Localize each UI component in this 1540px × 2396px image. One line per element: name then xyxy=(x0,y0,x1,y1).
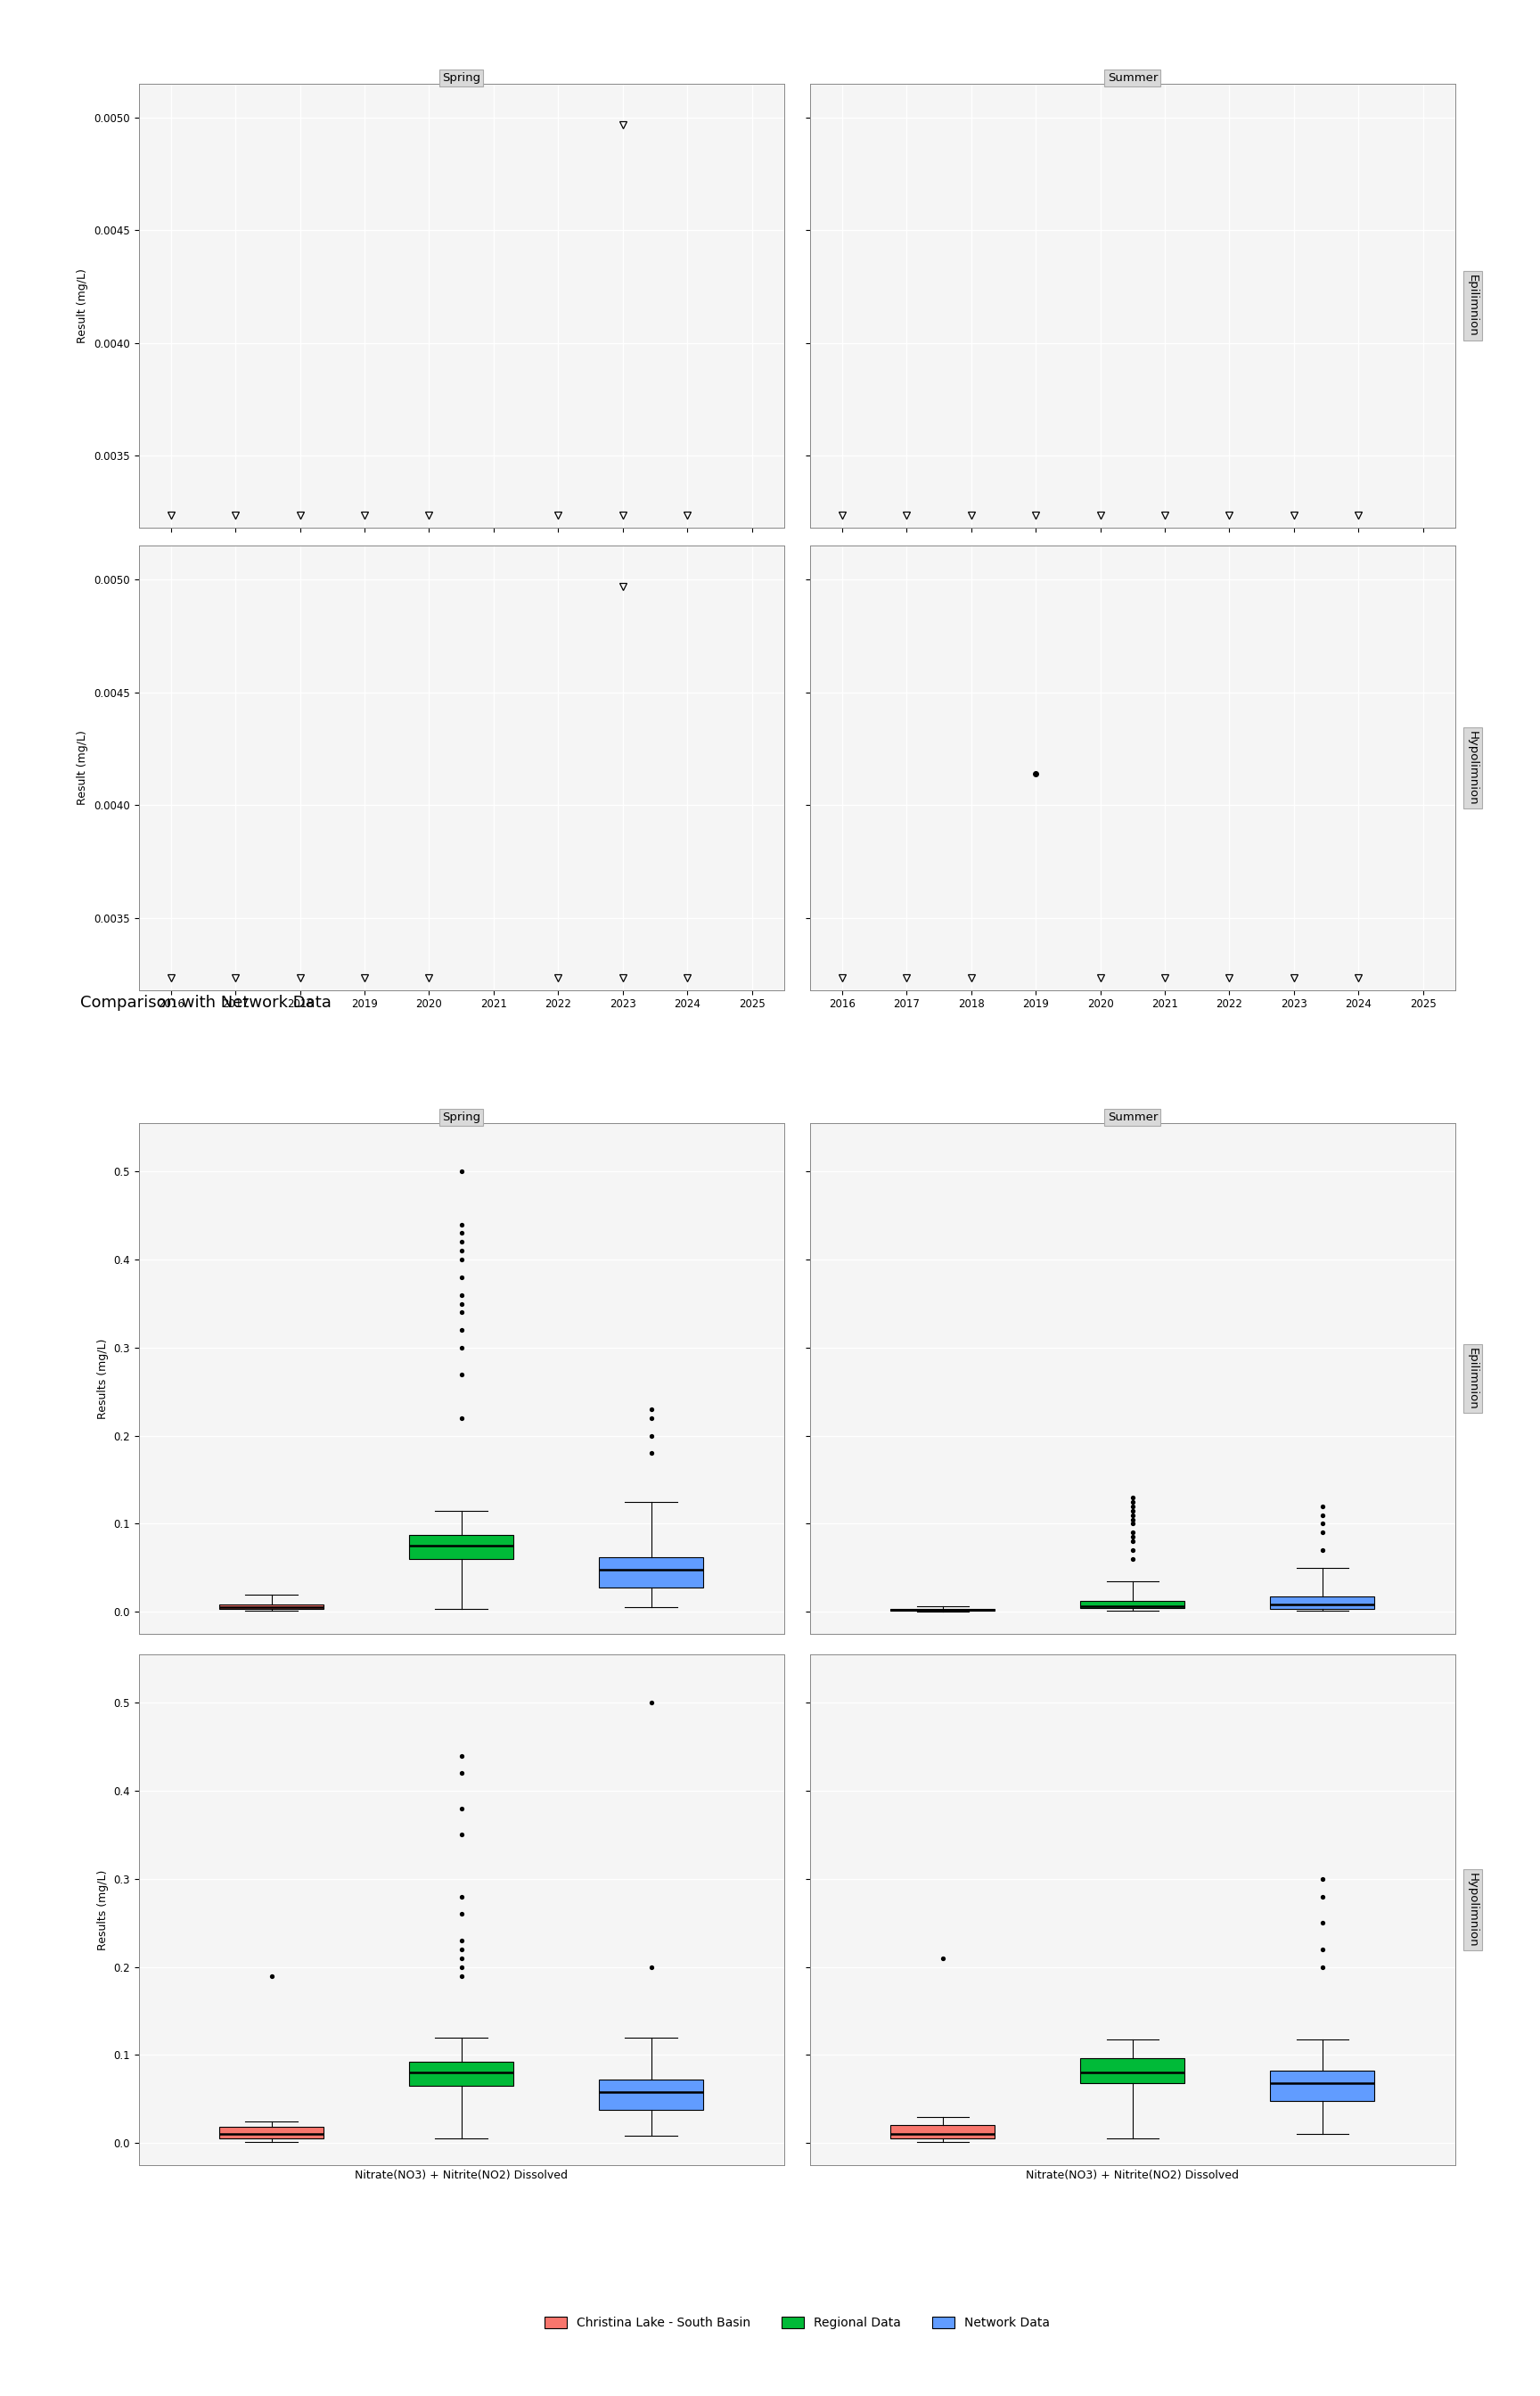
Text: Comparison with Network Data: Comparison with Network Data xyxy=(80,994,331,1011)
Y-axis label: Epilimnion: Epilimnion xyxy=(1466,1347,1478,1409)
Y-axis label: Results (mg/L): Results (mg/L) xyxy=(97,1869,108,1950)
Title: Summer: Summer xyxy=(1107,1112,1158,1124)
PathPatch shape xyxy=(890,2125,995,2140)
Y-axis label: Hypolimnion: Hypolimnion xyxy=(1466,731,1478,805)
Legend: Christina Lake - South Basin, Regional Data, Network Data: Christina Lake - South Basin, Regional D… xyxy=(539,2312,1055,2334)
PathPatch shape xyxy=(1270,2070,1375,2101)
PathPatch shape xyxy=(410,1536,513,1560)
PathPatch shape xyxy=(599,2080,704,2108)
Y-axis label: Result (mg/L): Result (mg/L) xyxy=(77,268,89,343)
Y-axis label: Epilimnion: Epilimnion xyxy=(1466,276,1478,338)
PathPatch shape xyxy=(1081,1601,1184,1608)
Title: Spring: Spring xyxy=(442,72,480,84)
X-axis label: Nitrate(NO3) + Nitrite(NO2) Dissolved: Nitrate(NO3) + Nitrite(NO2) Dissolved xyxy=(1026,2171,1240,2183)
X-axis label: Nitrate(NO3) + Nitrite(NO2) Dissolved: Nitrate(NO3) + Nitrite(NO2) Dissolved xyxy=(354,2171,568,2183)
Y-axis label: Result (mg/L): Result (mg/L) xyxy=(77,731,89,805)
PathPatch shape xyxy=(410,2063,513,2087)
Y-axis label: Hypolimnion: Hypolimnion xyxy=(1466,1871,1478,1948)
PathPatch shape xyxy=(1081,2058,1184,2082)
PathPatch shape xyxy=(599,1557,704,1586)
PathPatch shape xyxy=(219,2128,323,2140)
Title: Summer: Summer xyxy=(1107,72,1158,84)
PathPatch shape xyxy=(219,1605,323,1610)
PathPatch shape xyxy=(1270,1596,1375,1610)
Y-axis label: Results (mg/L): Results (mg/L) xyxy=(97,1339,108,1418)
Title: Spring: Spring xyxy=(442,1112,480,1124)
